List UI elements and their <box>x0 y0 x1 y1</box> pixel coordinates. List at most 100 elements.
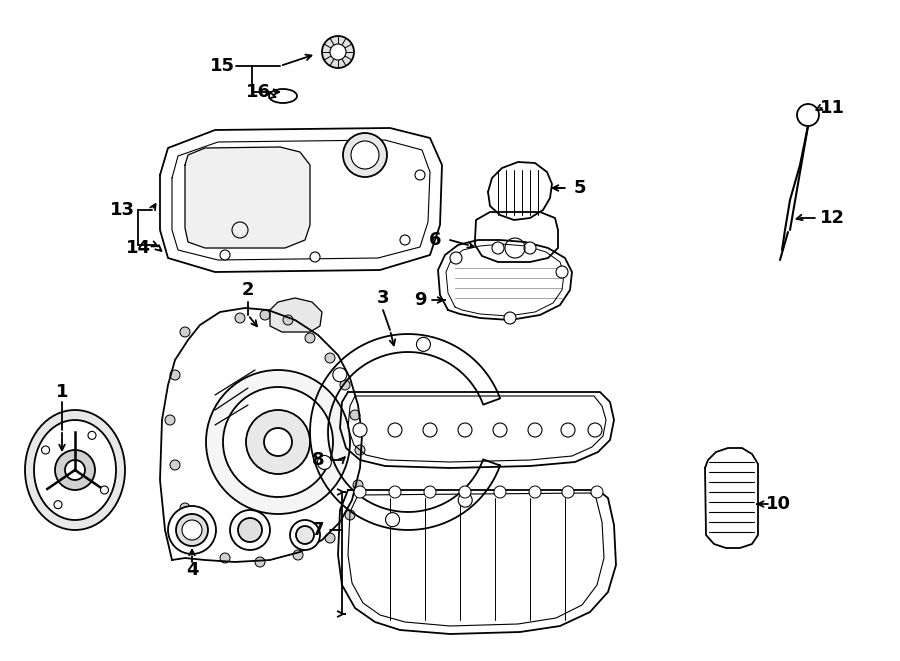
Polygon shape <box>270 298 322 332</box>
Polygon shape <box>475 212 558 262</box>
Text: 8: 8 <box>311 451 324 469</box>
Circle shape <box>170 370 180 380</box>
Text: 10: 10 <box>766 495 790 513</box>
Circle shape <box>494 486 506 498</box>
Circle shape <box>562 486 574 498</box>
Circle shape <box>492 242 504 254</box>
Polygon shape <box>160 308 362 562</box>
Text: 6: 6 <box>428 231 441 249</box>
Circle shape <box>235 313 245 323</box>
Circle shape <box>180 327 190 337</box>
Circle shape <box>354 486 366 498</box>
Circle shape <box>55 450 95 490</box>
Text: 9: 9 <box>414 291 427 309</box>
Text: 13: 13 <box>110 201 134 219</box>
Text: 7: 7 <box>311 521 324 539</box>
Circle shape <box>165 415 175 425</box>
Ellipse shape <box>25 410 125 530</box>
Circle shape <box>310 252 320 262</box>
Circle shape <box>206 370 350 514</box>
Circle shape <box>65 460 85 480</box>
Circle shape <box>556 266 568 278</box>
Circle shape <box>450 252 462 264</box>
Circle shape <box>41 446 50 454</box>
Text: 14: 14 <box>125 239 150 257</box>
Circle shape <box>417 337 430 352</box>
Circle shape <box>529 486 541 498</box>
Circle shape <box>230 510 270 550</box>
Circle shape <box>524 242 536 254</box>
Text: 12: 12 <box>820 209 844 227</box>
Circle shape <box>561 423 575 437</box>
Polygon shape <box>310 334 500 530</box>
Circle shape <box>260 310 270 320</box>
Circle shape <box>340 380 350 390</box>
Circle shape <box>350 410 360 420</box>
Polygon shape <box>185 147 310 248</box>
Circle shape <box>325 533 335 543</box>
Circle shape <box>351 141 379 169</box>
Circle shape <box>333 368 346 382</box>
Polygon shape <box>705 448 758 548</box>
Circle shape <box>88 432 96 440</box>
Circle shape <box>305 333 315 343</box>
Text: 16: 16 <box>246 83 271 101</box>
Circle shape <box>400 235 410 245</box>
Circle shape <box>180 503 190 513</box>
Text: 3: 3 <box>377 289 389 307</box>
Polygon shape <box>340 392 614 468</box>
Text: 1: 1 <box>56 383 68 401</box>
Circle shape <box>353 480 363 490</box>
Circle shape <box>389 486 401 498</box>
Circle shape <box>318 455 331 469</box>
Circle shape <box>296 526 314 544</box>
Circle shape <box>415 170 425 180</box>
Circle shape <box>238 518 262 542</box>
Ellipse shape <box>269 89 297 103</box>
Circle shape <box>528 423 542 437</box>
Circle shape <box>101 486 108 494</box>
Circle shape <box>591 486 603 498</box>
Circle shape <box>325 353 335 363</box>
Circle shape <box>293 550 303 560</box>
Circle shape <box>195 535 205 545</box>
Polygon shape <box>160 128 442 272</box>
Circle shape <box>424 486 436 498</box>
Circle shape <box>220 553 230 563</box>
Circle shape <box>459 486 471 498</box>
Circle shape <box>458 493 473 507</box>
Circle shape <box>246 410 310 474</box>
Polygon shape <box>438 240 572 320</box>
Polygon shape <box>338 490 616 634</box>
Circle shape <box>255 557 265 567</box>
Circle shape <box>290 520 320 550</box>
Circle shape <box>54 500 62 509</box>
Circle shape <box>343 133 387 177</box>
Circle shape <box>355 445 365 455</box>
Text: 4: 4 <box>185 561 198 579</box>
Circle shape <box>223 387 333 497</box>
Circle shape <box>423 423 437 437</box>
Text: 5: 5 <box>574 179 586 197</box>
Circle shape <box>353 423 367 437</box>
Circle shape <box>220 250 230 260</box>
Ellipse shape <box>34 420 116 520</box>
Circle shape <box>330 44 346 60</box>
Circle shape <box>345 510 355 520</box>
Circle shape <box>283 315 293 325</box>
Text: 2: 2 <box>242 281 254 299</box>
Circle shape <box>176 514 208 546</box>
Circle shape <box>588 423 602 437</box>
Circle shape <box>385 513 400 527</box>
Text: 15: 15 <box>210 57 235 75</box>
Circle shape <box>322 36 354 68</box>
Circle shape <box>388 423 402 437</box>
Circle shape <box>182 520 202 540</box>
Circle shape <box>170 460 180 470</box>
Circle shape <box>493 423 507 437</box>
Circle shape <box>168 506 216 554</box>
Circle shape <box>504 312 516 324</box>
Polygon shape <box>488 162 552 220</box>
Circle shape <box>458 423 472 437</box>
Circle shape <box>264 428 292 456</box>
